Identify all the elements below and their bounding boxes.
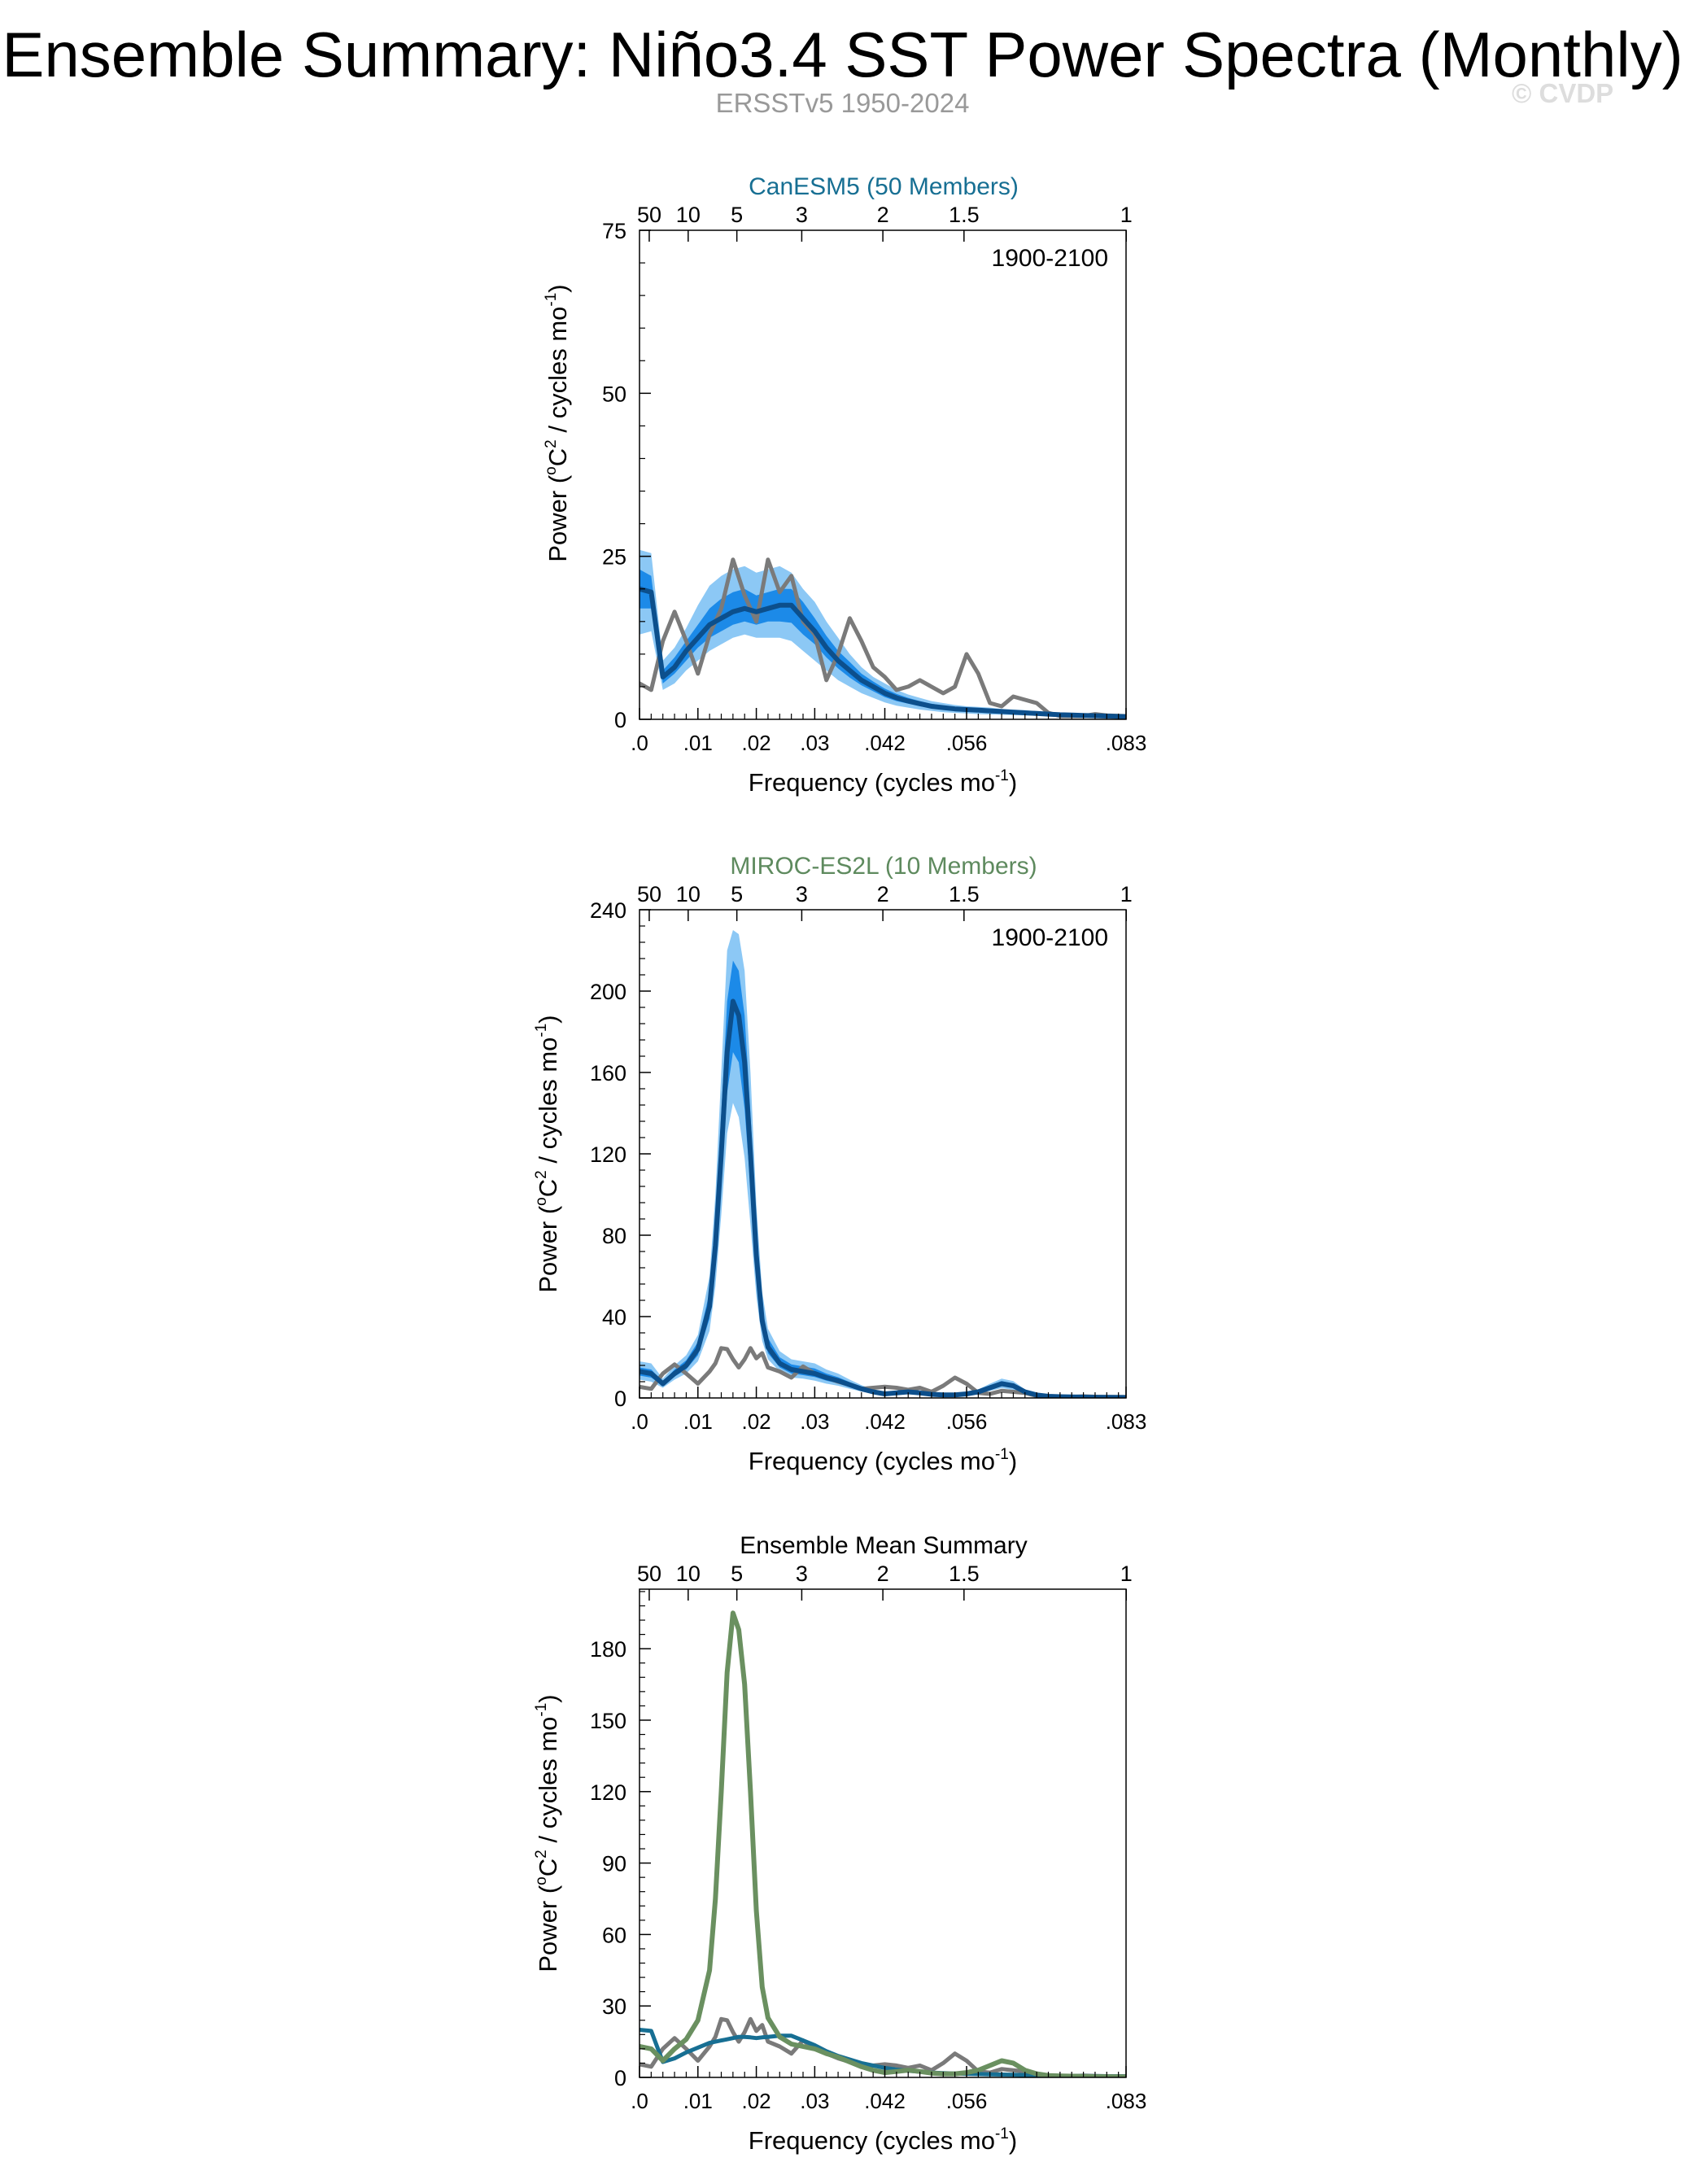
y-tick-label: 60 xyxy=(602,1923,626,1947)
x-tick-label: .0 xyxy=(631,1409,648,1434)
y-tick-label: 200 xyxy=(590,980,626,1004)
top-tick-label: 1.5 xyxy=(949,1562,980,1586)
series-line-ensemble-mean xyxy=(640,998,1126,1398)
top-tick-label: 1.5 xyxy=(949,882,980,906)
x-tick-label: .056 xyxy=(946,1409,988,1434)
x-tick-label: .0 xyxy=(631,731,648,755)
x-tick-label: .02 xyxy=(741,2089,770,2113)
y-tick-label: 80 xyxy=(602,1224,626,1248)
period-annotation: 1900-2100 xyxy=(992,924,1108,951)
x-tick-label: .01 xyxy=(683,1409,713,1434)
y-tick-label: 0 xyxy=(614,708,626,732)
x-tick-label: .056 xyxy=(946,2089,988,2113)
x-tick-label: .042 xyxy=(864,2089,906,2113)
top-tick-label: 10 xyxy=(676,203,701,227)
top-tick-label: 3 xyxy=(796,203,808,227)
y-axis-label: Power (oC2 / cycles mo-1) xyxy=(543,284,572,561)
plot-area xyxy=(640,930,1126,1398)
y-axis-label: Power (oC2 / cycles mo-1) xyxy=(533,1694,562,1972)
chart-title: CanESM5 (50 Members) xyxy=(749,173,1019,200)
plot-area xyxy=(640,1610,1126,2077)
x-tick-label: .083 xyxy=(1106,2089,1147,2113)
chart-title: Ensemble Mean Summary xyxy=(740,1532,1027,1559)
top-tick-label: 50 xyxy=(637,882,661,906)
x-tick-label: .03 xyxy=(800,731,829,755)
series-line-canesm5 xyxy=(640,2028,1126,2077)
y-tick-label: 40 xyxy=(602,1305,626,1330)
top-tick-label: 3 xyxy=(796,882,808,906)
top-tick-label: 3 xyxy=(796,1562,808,1586)
series-line-ensemble-mean xyxy=(640,586,1126,719)
top-tick-label: 2 xyxy=(877,203,889,227)
y-tick-label: 75 xyxy=(602,219,626,243)
spread-band-inner xyxy=(640,960,1126,1398)
y-tick-label: 90 xyxy=(602,1852,626,1876)
series-line-observations xyxy=(640,1346,1126,1398)
x-tick-label: .02 xyxy=(741,731,770,755)
top-tick-label: 1.5 xyxy=(949,203,980,227)
y-tick-label: 120 xyxy=(590,1142,626,1167)
y-tick-label: 0 xyxy=(614,1387,626,1411)
y-tick-label: 240 xyxy=(590,898,626,923)
y-tick-label: 50 xyxy=(602,382,626,406)
x-tick-label: .03 xyxy=(800,1409,829,1434)
y-tick-label: 150 xyxy=(590,1709,626,1733)
top-tick-label: 10 xyxy=(676,1562,701,1586)
x-axis-label: Frequency (cycles mo-1) xyxy=(749,767,1017,797)
copyright-watermark: © CVDP xyxy=(1512,78,1614,108)
top-tick-label: 10 xyxy=(676,882,701,906)
x-tick-label: .042 xyxy=(864,731,906,755)
x-tick-label: .042 xyxy=(864,1409,906,1434)
series-line-observations xyxy=(640,557,1126,719)
top-tick-label: 1 xyxy=(1120,1562,1133,1586)
chart-panel-1: 0 25 50 75 .0 .01 .02 .03 .042 .056 .083 50 10 5 3 2 1.5… xyxy=(543,173,1146,797)
page-title: Ensemble Summary: Niño3.4 SST Power Spec… xyxy=(2,19,1683,90)
x-tick-label: .056 xyxy=(946,731,988,755)
top-tick-label: 5 xyxy=(731,882,743,906)
y-axis-label: Power (oC2 / cycles mo-1) xyxy=(533,1015,562,1292)
period-annotation: 1900-2100 xyxy=(992,245,1108,272)
top-tick-label: 5 xyxy=(731,1562,743,1586)
top-tick-label: 1 xyxy=(1120,882,1133,906)
top-tick-label: 2 xyxy=(877,1562,889,1586)
x-tick-label: .0 xyxy=(631,2089,648,2113)
plot-area xyxy=(640,549,1126,719)
x-tick-label: .03 xyxy=(800,2089,829,2113)
x-tick-label: .083 xyxy=(1106,731,1147,755)
top-tick-label: 5 xyxy=(731,203,743,227)
chart-panel-3: 0306090120150180.0.01.02.03.042.056.0835… xyxy=(533,1532,1146,2155)
y-tick-label: 160 xyxy=(590,1061,626,1085)
top-tick-label: 1 xyxy=(1120,203,1133,227)
x-axis-label: Frequency (cycles mo-1) xyxy=(749,2125,1017,2155)
plot-frame xyxy=(639,1588,1127,2078)
x-axis-label: Frequency (cycles mo-1) xyxy=(749,1446,1017,1475)
page-subtitle: ERSSTv5 1950-2024 xyxy=(715,88,970,118)
y-tick-label: 25 xyxy=(602,545,626,570)
spread-band-outer xyxy=(640,930,1126,1398)
x-tick-label: .083 xyxy=(1106,1409,1147,1434)
chart-title: MIROC-ES2L (10 Members) xyxy=(730,853,1037,880)
top-tick-label: 50 xyxy=(637,1562,661,1586)
series-line-miroc-es2l xyxy=(640,1610,1126,2077)
y-tick-label: 120 xyxy=(590,1780,626,1805)
x-tick-label: .01 xyxy=(683,731,713,755)
plot-frame xyxy=(639,909,1127,1399)
x-tick-label: .02 xyxy=(741,1409,770,1434)
x-tick-label: .01 xyxy=(683,2089,713,2113)
y-tick-label: 30 xyxy=(602,1994,626,2019)
top-tick-label: 2 xyxy=(877,882,889,906)
y-tick-label: 0 xyxy=(614,2066,626,2090)
chart-panel-2: 0 40 80 120 160 200 240 .0 .01 .02 .03 .042 .056 .083… xyxy=(533,853,1146,1475)
y-tick-label: 180 xyxy=(590,1637,626,1662)
top-tick-label: 50 xyxy=(637,203,661,227)
